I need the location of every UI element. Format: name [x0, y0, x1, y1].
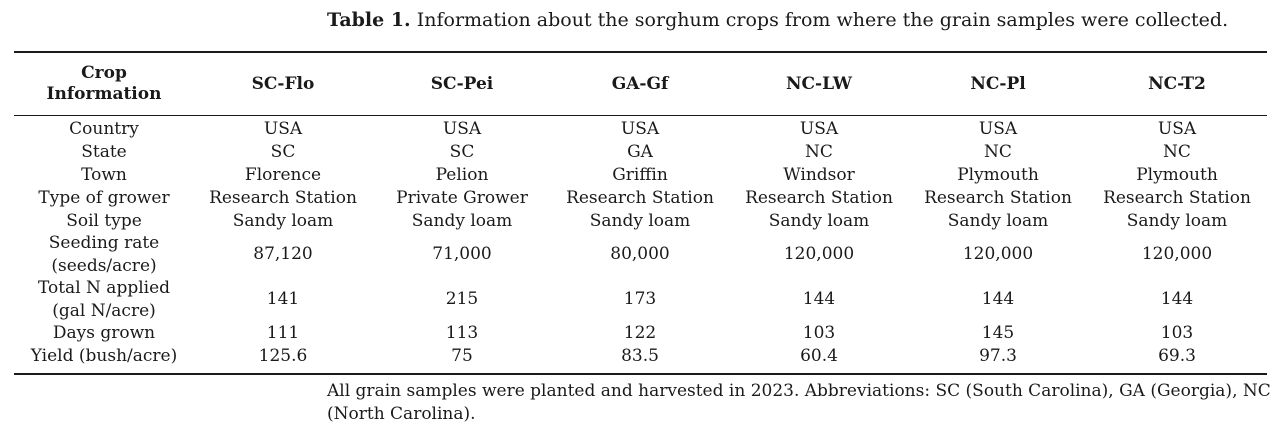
- caption-text: Information about the sorghum crops from…: [416, 9, 1229, 31]
- table-cell: 87,120: [253, 244, 313, 264]
- caption-label: Table 1.: [327, 9, 411, 31]
- column-header: NC-LW: [785, 74, 853, 94]
- table-cell: Research Station: [566, 188, 714, 208]
- table-cell: Sandy loam: [589, 211, 691, 231]
- table-cell: Sandy loam: [411, 211, 513, 231]
- table-cell: 83.5: [621, 346, 659, 366]
- column-header: GA-Gf: [611, 74, 669, 94]
- row-label-line: Total N applied: [37, 278, 171, 298]
- table-cell: 103: [802, 323, 836, 343]
- table-cell: 144: [802, 289, 836, 309]
- table-cell: SC: [449, 142, 475, 162]
- column-header: NC-Pl: [970, 74, 1026, 94]
- table-cell: 141: [266, 289, 300, 309]
- table-cell: 120,000: [962, 244, 1034, 264]
- table-cell: 144: [981, 289, 1015, 309]
- header-rule: [14, 115, 1267, 116]
- table-cell: 120,000: [783, 244, 855, 264]
- bottom-rule: [14, 373, 1267, 375]
- row-label-line: (seeds/acre): [51, 256, 157, 276]
- row-label: Days grown: [9, 322, 199, 345]
- table-cell: USA: [620, 119, 660, 139]
- column-header: SC-Flo: [251, 74, 315, 94]
- top-rule: [14, 51, 1267, 53]
- table-cell: NC: [805, 142, 833, 162]
- table-cell: Research Station: [745, 188, 893, 208]
- table-cell: Research Station: [209, 188, 357, 208]
- table-cell: Plymouth: [957, 165, 1039, 185]
- table-cell: Research Station: [1103, 188, 1251, 208]
- table-cell: Pelion: [435, 165, 489, 185]
- table-cell: USA: [263, 119, 303, 139]
- table-cell: 103: [1160, 323, 1194, 343]
- table-cell: Sandy loam: [232, 211, 334, 231]
- header-line: Crop: [81, 63, 127, 83]
- table-cell: Griffin: [612, 165, 668, 185]
- table-cell: USA: [799, 119, 839, 139]
- row-label: Yield (bush/acre): [9, 345, 199, 368]
- table-cell: Sandy loam: [768, 211, 870, 231]
- table-cell: 71,000: [432, 244, 492, 264]
- row-label-line: Days grown: [52, 323, 156, 343]
- table-cell: 80,000: [610, 244, 670, 264]
- row-label: Seeding rate (seeds/acre): [9, 232, 199, 278]
- row-label-line: Soil type: [66, 211, 142, 231]
- row-label-line: (gal N/acre): [52, 301, 156, 321]
- table-cell: 122: [623, 323, 657, 343]
- table-cell: 60.4: [800, 346, 838, 366]
- row-label: Soil type: [9, 210, 199, 233]
- row-label: Country: [9, 118, 199, 141]
- row-label-line: Country: [69, 119, 139, 139]
- table-cell: NC: [1163, 142, 1191, 162]
- row-label: Total N applied (gal N/acre): [9, 277, 199, 323]
- table-cell: 120,000: [1141, 244, 1213, 264]
- table-cell: 145: [981, 323, 1015, 343]
- table-cell: 144: [1160, 289, 1194, 309]
- row-label: State: [9, 141, 199, 164]
- table-caption: Table 1. Information about the sorghum c…: [327, 9, 1228, 31]
- table-cell: 111: [266, 323, 300, 343]
- table-cell: Sandy loam: [1126, 211, 1228, 231]
- table-cell: 75: [451, 346, 473, 366]
- table-cell: 215: [445, 289, 479, 309]
- row-label-line: Yield (bush/acre): [30, 346, 178, 366]
- table-cell: Florence: [244, 165, 322, 185]
- row-label-line: Type of grower: [38, 188, 170, 208]
- table-cell: Private Grower: [396, 188, 528, 208]
- row-label-line: Seeding rate: [48, 233, 160, 253]
- table-cell: Research Station: [924, 188, 1072, 208]
- header-line: Information: [46, 84, 162, 104]
- table-cell: 69.3: [1158, 346, 1196, 366]
- row-label: Type of grower: [9, 187, 199, 210]
- row-label-line: State: [81, 142, 127, 162]
- table-cell: USA: [978, 119, 1018, 139]
- table-footnote: All grain samples were planted and harve…: [327, 381, 1271, 424]
- table-cell: Plymouth: [1136, 165, 1218, 185]
- row-label-line: Town: [81, 165, 127, 185]
- table-cell: 173: [623, 289, 657, 309]
- table-cell: 97.3: [979, 346, 1017, 366]
- table-cell: 113: [445, 323, 479, 343]
- row-label: Town: [9, 164, 199, 187]
- table-cell: Windsor: [783, 165, 855, 185]
- table-cell: GA: [627, 142, 653, 162]
- table-cell: USA: [442, 119, 482, 139]
- table-cell: SC: [270, 142, 296, 162]
- column-header: SC-Pei: [430, 74, 494, 94]
- table-cell: 125.6: [258, 346, 308, 366]
- table-cell: Sandy loam: [947, 211, 1049, 231]
- column-header: NC-T2: [1148, 74, 1206, 94]
- header-crop-information: Crop Information: [24, 63, 184, 105]
- table-cell: NC: [984, 142, 1012, 162]
- table-cell: USA: [1157, 119, 1197, 139]
